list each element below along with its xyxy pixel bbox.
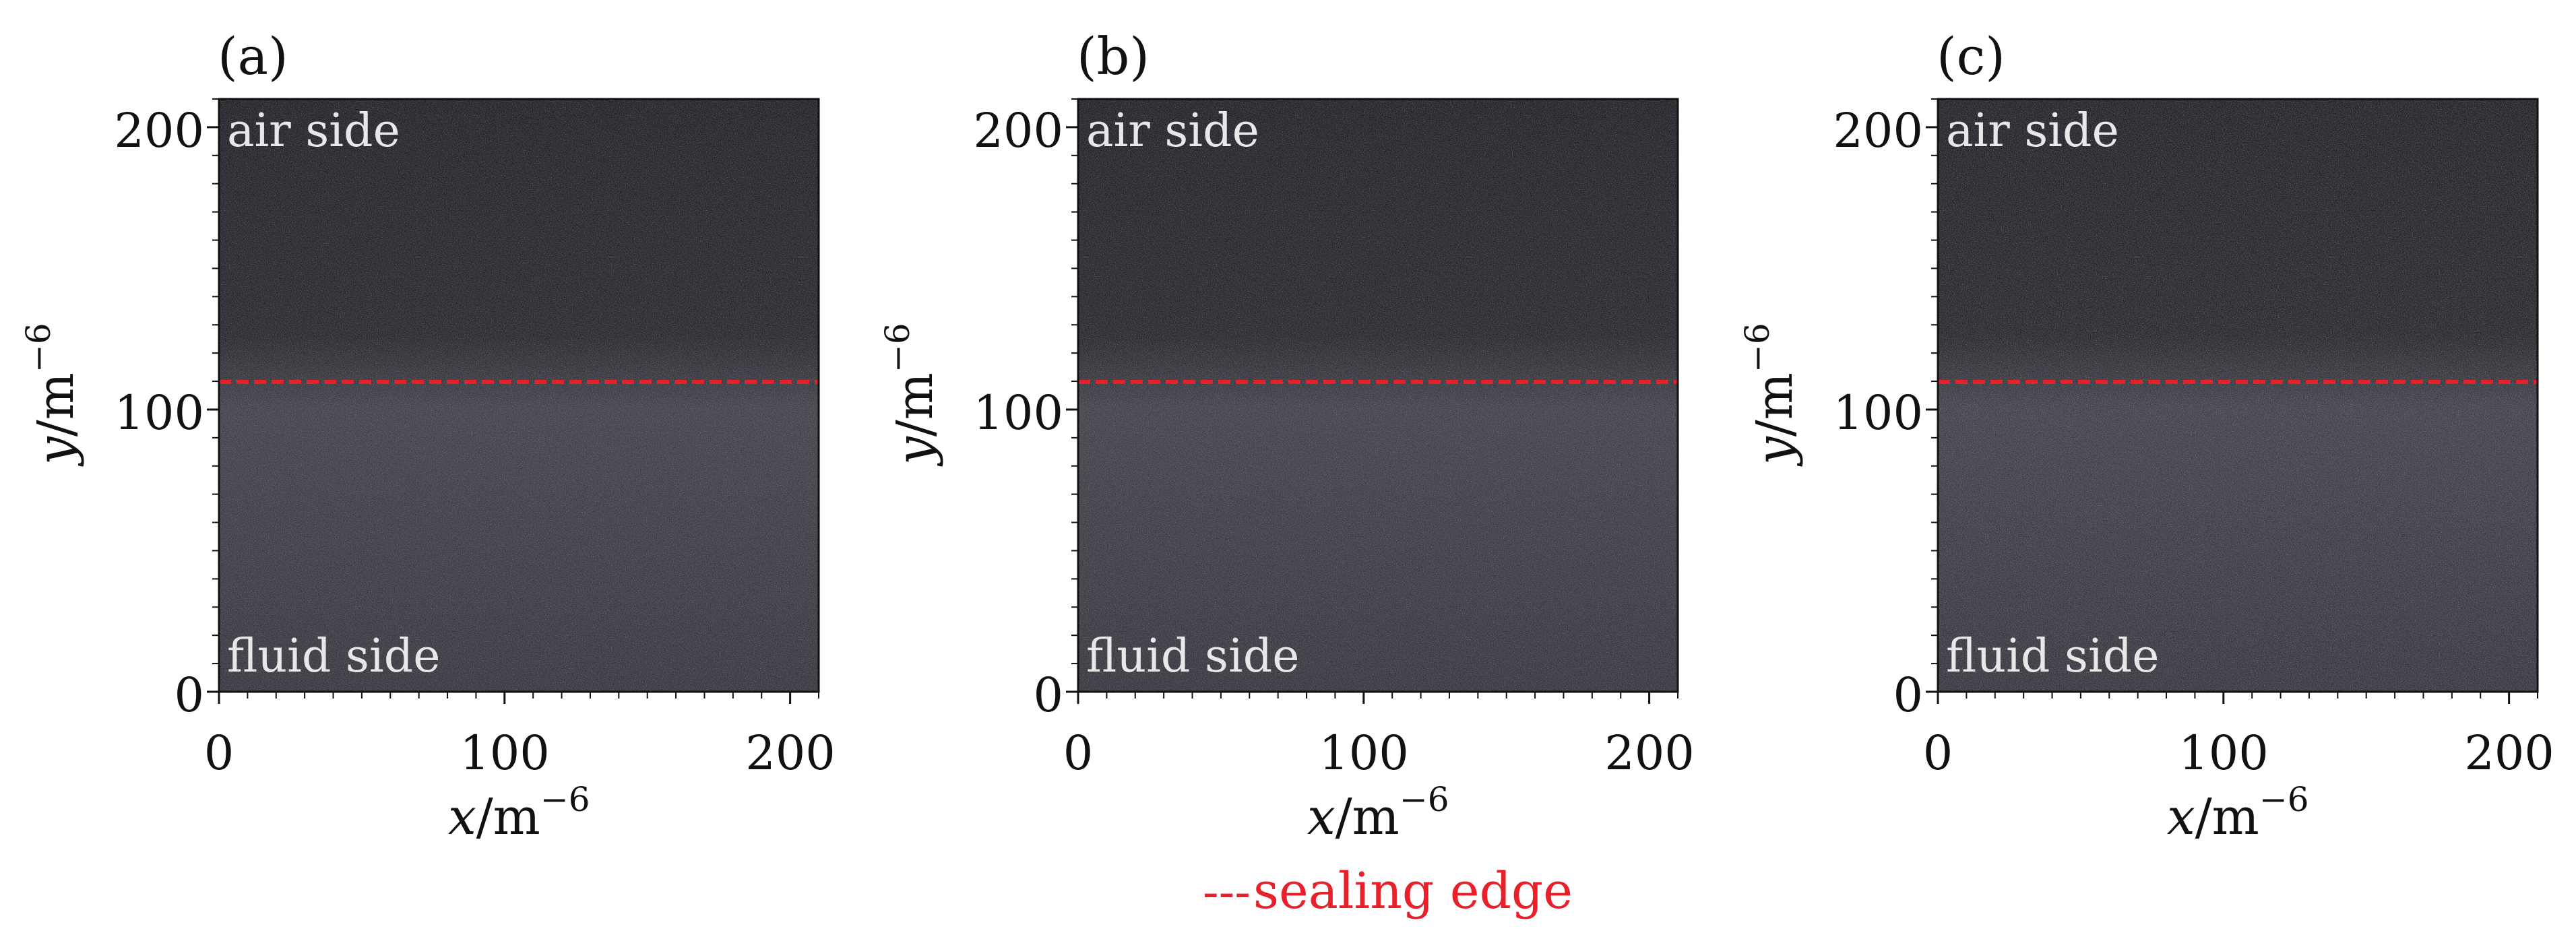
y-axis-var: y <box>27 436 85 467</box>
x-axis-var: x <box>448 788 476 846</box>
y-axis-var: y <box>1746 436 1804 467</box>
x-tick-label: 100 <box>1319 725 1409 781</box>
x-axis-label: x/m−6 <box>2167 780 2309 846</box>
panel-b: air side fluid side <box>1077 98 1679 693</box>
panel-label-a: (a) <box>218 26 288 86</box>
y-tick-label: 0 <box>174 668 204 723</box>
y-tick-label: 100 <box>973 385 1063 441</box>
micrograph-texture <box>1078 99 1678 692</box>
y-tick-label: 0 <box>1033 668 1063 723</box>
y-tick-label: 0 <box>1893 668 1923 723</box>
panel-c: air side fluid side <box>1937 98 2539 693</box>
x-axis-unit: /m <box>476 788 540 846</box>
x-tick-label: 200 <box>2464 725 2554 781</box>
micrograph-texture <box>1938 99 2538 692</box>
y-tick-label: 100 <box>1833 385 1923 441</box>
x-axis-exp: −6 <box>2259 780 2309 819</box>
x-axis-label: x/m−6 <box>1307 780 1449 846</box>
x-axis-var: x <box>2167 788 2195 846</box>
y-axis-unit: /m <box>27 372 85 436</box>
fluid-side-label: fluid side <box>1086 630 1299 683</box>
y-axis-exp: −6 <box>19 323 58 372</box>
x-axis-unit: /m <box>1336 788 1400 846</box>
x-tick-label: 0 <box>1923 725 1953 781</box>
y-tick-label: 100 <box>114 385 204 441</box>
y-axis-label: y/m−6 <box>878 323 944 467</box>
fluid-side-label: fluid side <box>1946 630 2159 683</box>
axis-ticks <box>207 98 2538 704</box>
y-axis-var: y <box>886 436 944 467</box>
x-axis-exp: −6 <box>540 780 590 819</box>
plot-frame <box>218 98 820 693</box>
y-axis-unit: /m <box>1746 372 1804 436</box>
y-tick-label: 200 <box>114 103 204 158</box>
micrograph-texture <box>219 99 819 692</box>
legend: --- sealing edge <box>1203 862 1573 920</box>
air-side-label: air side <box>227 104 400 158</box>
y-axis-exp: −6 <box>1738 323 1777 372</box>
x-axis-unit: /m <box>2195 788 2259 846</box>
y-axis-unit: /m <box>886 372 944 436</box>
fluid-side-label: fluid side <box>227 630 440 683</box>
y-axis-label: y/m−6 <box>19 323 85 467</box>
y-tick-label: 200 <box>1833 103 1923 158</box>
y-axis-exp: −6 <box>878 323 917 372</box>
x-tick-label: 200 <box>745 725 836 781</box>
x-tick-label: 0 <box>1063 725 1094 781</box>
air-side-label: air side <box>1086 104 1259 158</box>
panel-label-c: (c) <box>1937 26 2005 86</box>
x-tick-label: 0 <box>204 725 234 781</box>
x-axis-label: x/m−6 <box>448 780 590 846</box>
x-tick-label: 200 <box>1604 725 1695 781</box>
x-tick-label: 100 <box>460 725 550 781</box>
plot-frame <box>1937 98 2539 693</box>
legend-marker: --- <box>1203 864 1251 919</box>
x-tick-label: 100 <box>2178 725 2269 781</box>
y-tick-label: 200 <box>973 103 1063 158</box>
air-side-label: air side <box>1946 104 2119 158</box>
x-axis-var: x <box>1307 788 1336 846</box>
panel-a: air side fluid side <box>218 98 820 693</box>
x-axis-exp: −6 <box>1400 780 1449 819</box>
y-axis-label: y/m−6 <box>1738 323 1804 467</box>
plot-frame <box>1077 98 1679 693</box>
panel-label-b: (b) <box>1077 26 1150 86</box>
legend-label: sealing edge <box>1253 862 1573 920</box>
